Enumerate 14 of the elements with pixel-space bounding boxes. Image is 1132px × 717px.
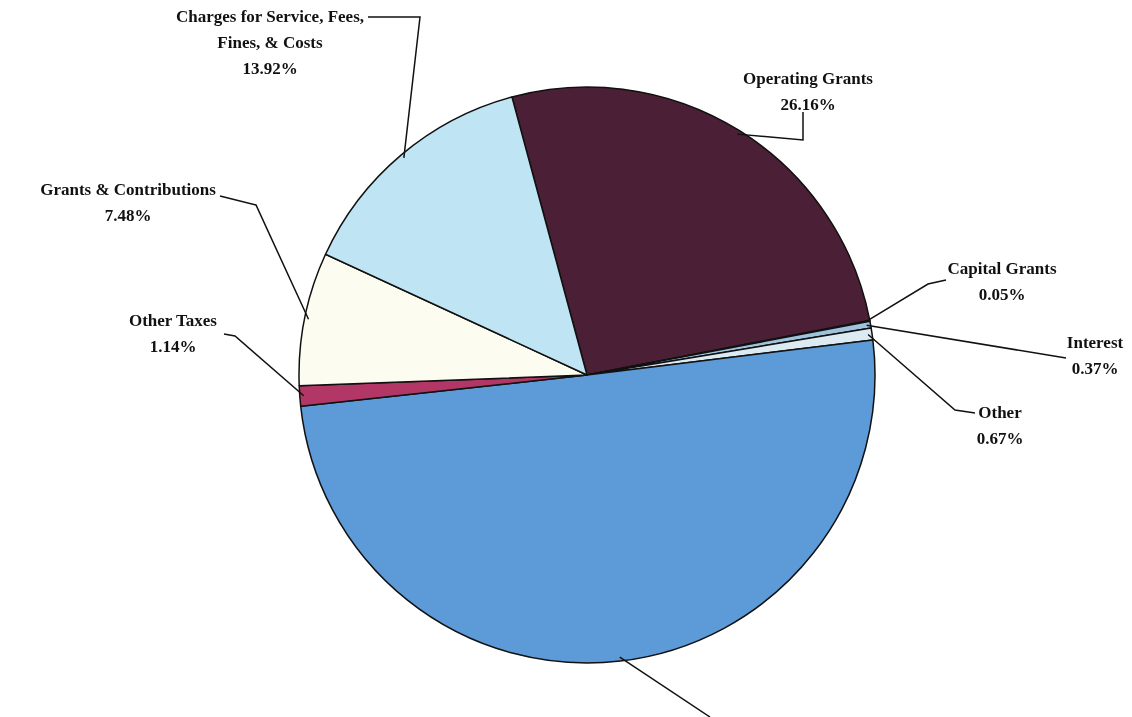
slice-label: Capital Grants <box>947 259 1057 278</box>
data-label: 1.14% <box>149 337 197 356</box>
data-label: 13.92% <box>242 59 298 78</box>
data-label: 7.48% <box>104 206 152 225</box>
slice-label: Grants & Contributions <box>40 180 217 199</box>
data-label: 26.16% <box>780 95 836 114</box>
slice-label: Operating Grants <box>743 69 874 88</box>
data-label: 0.37% <box>1071 359 1119 378</box>
slice-label: Other <box>978 403 1023 422</box>
data-label: 0.05% <box>978 285 1026 304</box>
data-label: 0.67% <box>976 429 1024 448</box>
slice-label: Interest <box>1066 333 1124 352</box>
slice-label: Charges for Service, Fees, Fines, & Costs <box>175 7 365 52</box>
slice-label: Other Taxes <box>128 311 218 330</box>
